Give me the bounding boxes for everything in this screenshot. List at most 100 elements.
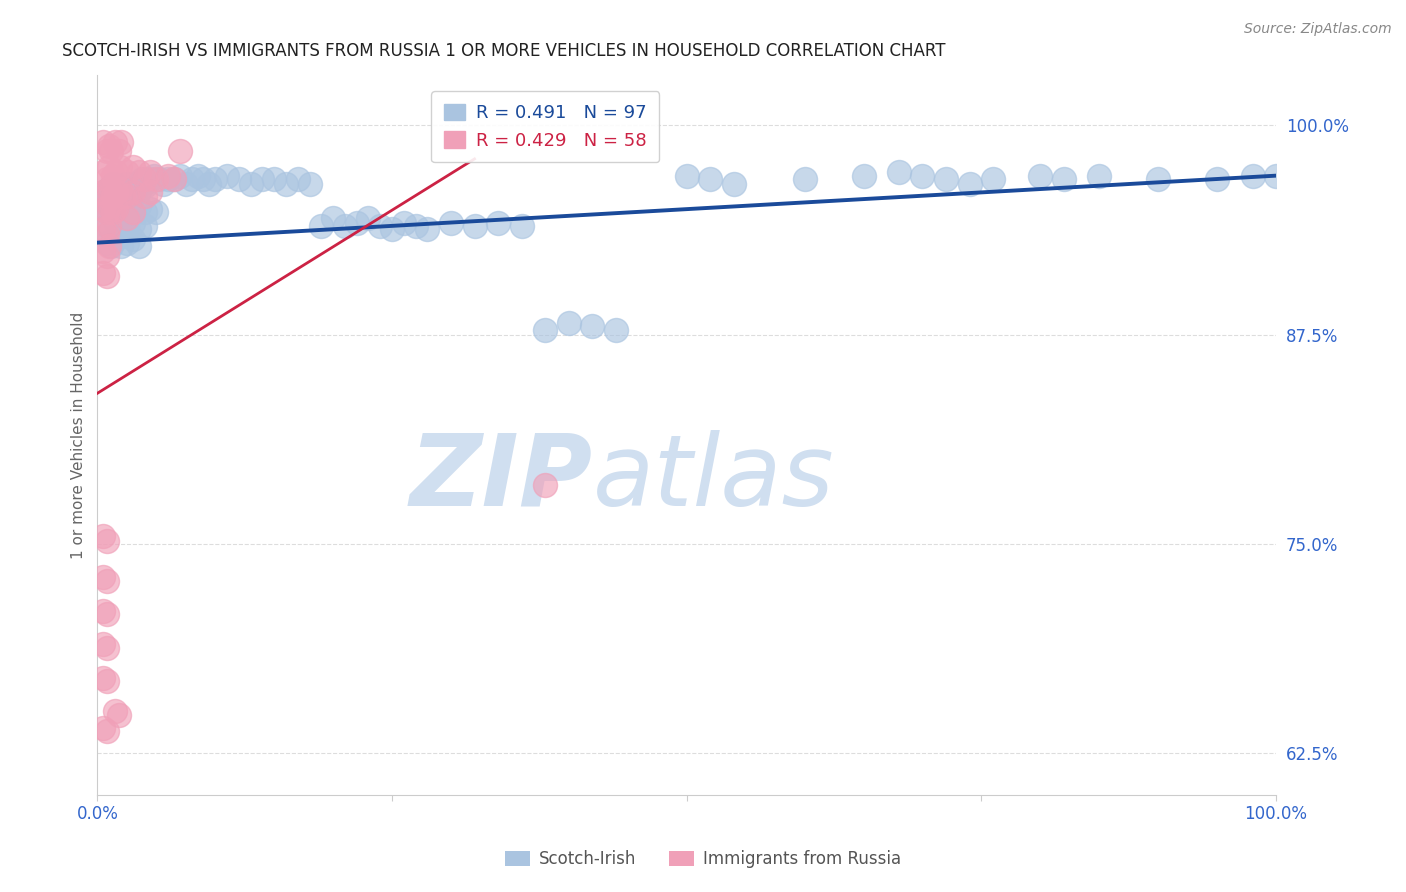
Point [91,202,114,216]
Point [115,219,138,233]
Point [105,186,128,200]
Point [91,135,114,149]
Point [134,188,156,202]
Point [139,202,162,216]
Point [252,172,274,186]
Point [105,165,128,179]
Point [440,215,463,229]
Point [534,323,557,337]
Point [135,175,157,189]
Point [110,239,132,253]
Point [121,205,143,219]
Point [935,172,957,186]
Point [98,182,121,196]
Point [100,144,122,158]
Point [134,219,156,233]
Point [128,199,150,213]
Point [145,205,167,219]
Point [98,161,121,175]
Point [101,177,124,191]
Point [581,319,603,334]
Point [128,182,150,196]
Point [110,222,132,236]
Point [91,604,114,618]
Point [263,172,285,186]
Point [96,533,118,548]
Point [193,172,215,186]
Point [124,186,146,200]
Point [486,215,509,229]
Point [107,144,129,158]
Point [100,222,122,236]
Point [115,202,138,216]
Point [131,172,153,186]
Point [96,205,118,219]
Point [96,188,118,202]
Point [152,177,174,191]
Point [110,135,132,149]
Point [97,182,120,196]
Point [96,249,118,263]
Point [157,169,180,183]
Point [1053,172,1076,186]
Point [121,215,143,229]
Point [134,205,156,219]
Point [887,165,910,179]
Text: Source: ZipAtlas.com: Source: ZipAtlas.com [1244,22,1392,37]
Point [322,211,344,225]
Point [100,239,122,253]
Point [128,222,150,236]
Point [96,640,118,655]
Point [91,186,114,200]
Point [105,202,128,216]
Point [96,574,118,588]
Point [142,169,165,183]
Point [108,182,131,196]
Point [121,161,143,175]
Point [108,161,131,175]
Point [405,219,427,233]
Point [112,190,135,204]
Point [91,222,114,236]
Point [145,172,167,186]
Point [107,188,129,202]
Point [117,186,139,200]
Point [107,707,129,722]
Point [96,172,118,186]
Point [139,172,162,186]
Point [91,266,114,280]
Point [100,199,122,213]
Point [91,186,114,200]
Point [163,172,186,186]
Point [96,724,118,739]
Point [793,172,815,186]
Point [605,323,627,337]
Point [114,177,136,191]
Point [101,169,124,183]
Point [101,188,124,202]
Point [204,172,226,186]
Text: atlas: atlas [592,430,834,527]
Text: SCOTCH-IRISH VS IMMIGRANTS FROM RUSSIA 1 OR MORE VEHICLES IN HOUSEHOLD CORRELATI: SCOTCH-IRISH VS IMMIGRANTS FROM RUSSIA 1… [62,42,945,60]
Point [127,177,149,191]
Point [96,219,118,233]
Point [121,205,143,219]
Point [105,232,128,246]
Point [163,172,186,186]
Point [333,219,356,233]
Point [91,671,114,685]
Point [105,205,128,219]
Point [215,169,238,183]
Legend: R = 0.491   N = 97, R = 0.429   N = 58: R = 0.491 N = 97, R = 0.429 N = 58 [432,92,659,162]
Point [852,169,875,183]
Point [911,169,934,183]
Y-axis label: 1 or more Vehicles in Household: 1 or more Vehicles in Household [72,311,86,558]
Point [128,239,150,253]
Point [91,244,114,258]
Point [115,165,138,179]
Point [101,205,124,219]
Point [180,172,202,186]
Point [134,178,156,193]
Point [98,199,121,213]
Point [381,222,404,236]
